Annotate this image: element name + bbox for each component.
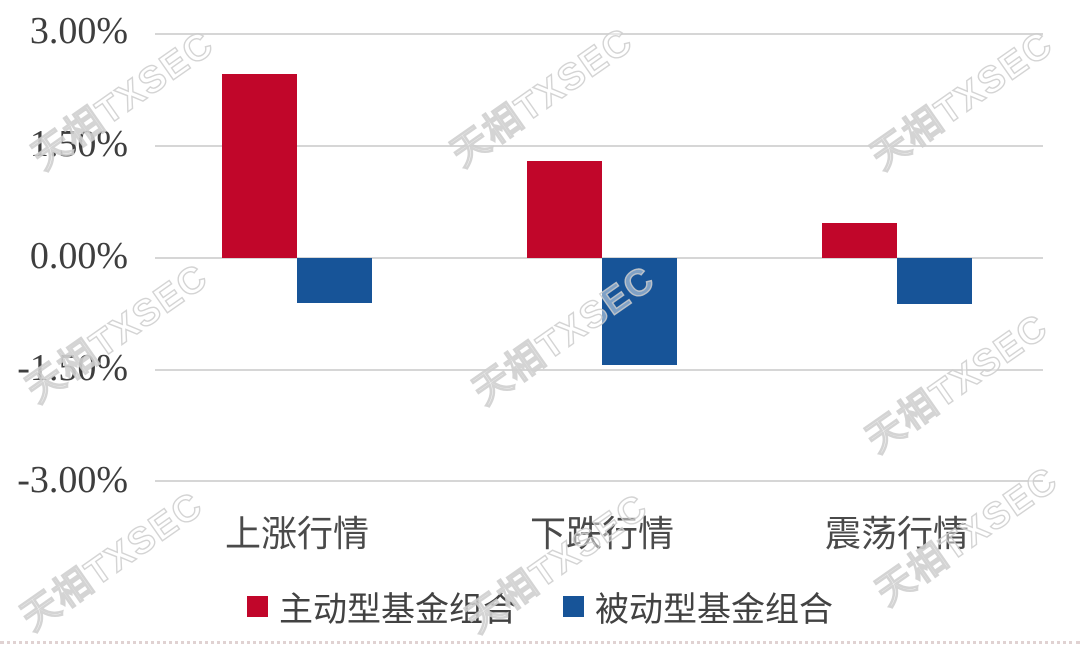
y-tick-label: 0.00% bbox=[29, 235, 128, 278]
legend: 主动型基金组合 被动型基金组合 bbox=[0, 582, 1080, 631]
bar-active-rising bbox=[222, 73, 297, 258]
gridline-neg1-5pct bbox=[155, 369, 1043, 371]
gridline-0pct bbox=[155, 257, 1043, 259]
legend-item-active: 主动型基金组合 bbox=[247, 582, 517, 631]
y-tick-label: 1.50% bbox=[29, 123, 128, 166]
plot-area bbox=[155, 33, 1043, 482]
bottom-dotted-divider bbox=[0, 641, 1080, 644]
gridline-neg3pct bbox=[155, 480, 1043, 482]
bar-passive-rising bbox=[297, 258, 372, 303]
y-tick-label: -1.50% bbox=[17, 347, 128, 390]
bar-active-falling bbox=[527, 161, 602, 258]
bar-passive-volatile bbox=[897, 258, 972, 304]
legend-label: 主动型基金组合 bbox=[279, 592, 517, 629]
gridline-3pct bbox=[155, 33, 1043, 35]
x-category-label: 震荡行情 bbox=[824, 514, 970, 554]
bar-active-volatile bbox=[822, 222, 897, 258]
legend-swatch-blue bbox=[563, 596, 584, 617]
y-tick-label: 3.00% bbox=[29, 10, 128, 53]
legend-label: 被动型基金组合 bbox=[595, 592, 833, 629]
gridline-1-5pct bbox=[155, 145, 1043, 147]
y-tick-label: -3.00% bbox=[17, 459, 128, 502]
legend-item-passive: 被动型基金组合 bbox=[563, 582, 833, 631]
x-category-label: 上涨行情 bbox=[224, 514, 370, 554]
x-category-label: 下跌行情 bbox=[529, 514, 675, 554]
legend-swatch-red bbox=[247, 596, 268, 617]
bar-passive-falling bbox=[602, 258, 677, 365]
